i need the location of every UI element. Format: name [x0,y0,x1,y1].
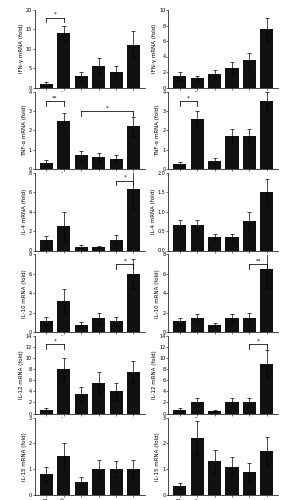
Bar [127,126,140,169]
Bar [243,318,256,332]
Bar [75,325,88,332]
Bar [260,101,273,169]
Bar [110,240,123,250]
Bar [40,322,53,332]
Bar [92,158,105,169]
Y-axis label: IL-15 mRNA (fold): IL-15 mRNA (fold) [22,432,27,480]
Bar [75,156,88,169]
Y-axis label: TNF-α mRNA (fold): TNF-α mRNA (fold) [155,104,160,156]
Bar [226,237,239,250]
Bar [110,160,123,169]
Bar [226,68,239,87]
Bar [191,78,204,88]
Bar [260,269,273,332]
Text: *: * [187,96,190,100]
Bar [92,66,105,88]
Y-axis label: IL-4 mRNA (fold): IL-4 mRNA (fold) [22,189,27,234]
Bar [40,163,53,169]
Bar [226,466,239,495]
Bar [243,402,256,413]
Bar [191,118,204,169]
Bar [173,76,186,88]
Y-axis label: IL-10 mRNA (fold): IL-10 mRNA (fold) [155,269,160,318]
Bar [208,462,221,495]
Bar [110,469,123,495]
Text: *: * [106,105,109,110]
Y-axis label: TNF-α mRNA (fold): TNF-α mRNA (fold) [22,104,27,156]
Bar [57,33,70,88]
Bar [57,120,70,169]
Bar [260,451,273,495]
Bar [260,364,273,414]
Bar [243,222,256,250]
Bar [92,318,105,332]
Y-axis label: IFN-γ mRNA (fold): IFN-γ mRNA (fold) [19,24,24,74]
Bar [260,30,273,88]
Bar [208,412,221,414]
Bar [191,318,204,332]
Bar [75,76,88,88]
Bar [191,402,204,413]
Bar [208,74,221,88]
Bar [127,372,140,414]
Bar [127,45,140,88]
Bar [92,469,105,495]
Y-axis label: IL-12 mRNA (fold): IL-12 mRNA (fold) [19,350,24,399]
Y-axis label: IL-12 mRNA (fold): IL-12 mRNA (fold) [152,350,157,399]
Bar [127,274,140,332]
Bar [57,456,70,495]
Bar [127,469,140,495]
Bar [191,438,204,495]
Bar [173,486,186,495]
Bar [226,136,239,169]
Text: **: ** [255,258,261,264]
Bar [226,318,239,332]
Bar [208,325,221,332]
Text: *: * [54,338,57,344]
Bar [191,226,204,250]
Bar [173,322,186,332]
Y-axis label: IL-15 mRNA (fold): IL-15 mRNA (fold) [155,432,160,480]
Y-axis label: IFN-γ mRNA (fold): IFN-γ mRNA (fold) [152,24,157,74]
Bar [208,237,221,250]
Bar [208,162,221,169]
Text: *: * [123,258,126,264]
Text: **: ** [52,96,58,100]
Bar [173,226,186,250]
Bar [243,136,256,169]
Bar [75,394,88,413]
Bar [40,474,53,495]
Bar [127,190,140,250]
Bar [173,164,186,169]
Bar [243,60,256,88]
Bar [75,246,88,250]
Bar [260,192,273,250]
Text: *: * [257,338,260,344]
Text: *: * [54,12,57,17]
Bar [57,369,70,414]
Bar [110,72,123,88]
Bar [57,226,70,250]
Bar [57,301,70,332]
Bar [173,410,186,414]
Bar [40,410,53,414]
Bar [40,240,53,250]
Bar [40,84,53,87]
Bar [110,322,123,332]
Y-axis label: IL-10 mRNA (fold): IL-10 mRNA (fold) [22,269,27,318]
Y-axis label: IL-4 mRNA (fold): IL-4 mRNA (fold) [151,189,156,234]
Bar [92,383,105,414]
Bar [75,482,88,495]
Bar [243,472,256,495]
Text: *: * [123,175,126,180]
Bar [110,392,123,413]
Bar [226,402,239,413]
Bar [92,247,105,250]
